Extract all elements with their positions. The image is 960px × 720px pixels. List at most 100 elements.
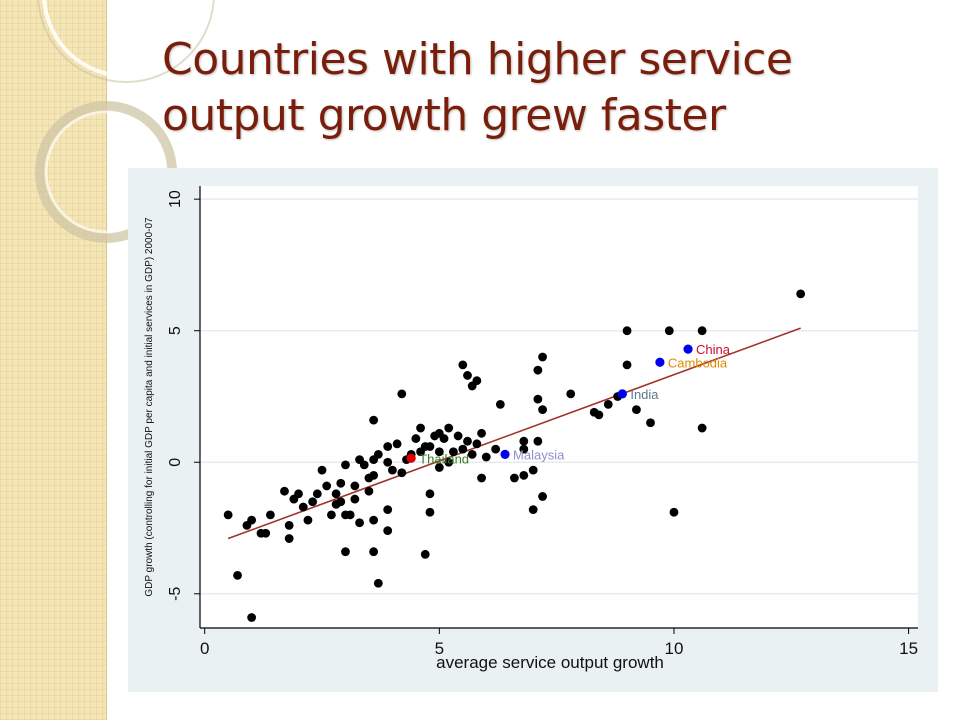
data-point [350,481,360,491]
point-label: India [630,387,659,402]
data-point [383,505,393,515]
plot-area [200,186,918,628]
data-point [223,510,233,520]
y-axis-label: GDP growth (controlling for initial GDP … [144,217,155,597]
data-point [369,515,379,525]
data-point [369,415,379,425]
data-point [383,526,393,536]
data-point [664,326,674,336]
gridlines [200,198,918,595]
data-point [242,520,252,530]
x-tick-label: 5 [435,639,444,658]
data-point [383,457,393,467]
data-point [420,549,430,559]
y-tick-label: -5 [167,587,184,601]
data-point [434,447,444,457]
data-point [350,494,360,504]
data-point [467,381,477,391]
labeled-point-marker [617,389,627,399]
point-label: Malaysia [513,447,565,462]
data-point [533,365,543,375]
labeled-point-marker [683,344,693,354]
data-point [336,497,346,507]
data-point [425,507,435,517]
data-point [538,492,547,501]
data-point [331,489,341,499]
data-point [416,423,425,433]
data-point [303,515,313,525]
data-point [510,473,519,483]
data-point [383,442,393,451]
point-label: Thailand [419,451,469,466]
data-point [284,520,294,530]
labeled-point-marker [655,357,665,367]
data-point [697,326,707,336]
data-point [533,394,543,404]
data-point [298,502,308,512]
data-point [463,436,472,446]
data-point [444,457,454,467]
data-point [247,613,257,622]
data-point [364,473,374,483]
data-point [589,407,599,417]
fit-line [227,327,801,540]
point-label: China [696,342,731,357]
data-point [336,478,346,488]
data-point [697,423,707,433]
data-point [411,434,421,443]
y-tick-label: 5 [167,326,184,335]
data-point [322,481,332,491]
data-point [519,436,529,446]
data-point [425,489,435,499]
data-point [533,436,543,446]
data-point [369,547,379,557]
data-point [341,510,350,520]
data-point [538,405,547,415]
decorative-sidebar [0,0,107,720]
data-point [491,444,501,454]
x-tick-label: 10 [665,639,684,658]
data-point [528,465,538,475]
data-point [289,494,299,504]
data-point [449,447,458,457]
data-point [355,455,364,465]
data-point [392,439,402,449]
data-point [669,507,679,517]
slide-title: Countries with higher service output gro… [162,32,922,144]
labeled-point-marker [406,453,416,463]
data-point [472,439,482,449]
data-point [388,465,397,475]
data-point [280,486,289,496]
data-point [284,534,294,543]
data-point [397,389,407,399]
data-point [364,486,374,496]
data-point [519,471,529,480]
data-points [223,289,806,622]
data-point [566,389,576,399]
data-point [453,431,463,441]
data-point [481,452,491,462]
x-tick-label: 0 [200,639,209,658]
data-point [622,360,632,370]
data-point [233,570,242,580]
data-point [373,578,383,588]
data-point [632,405,641,415]
data-point [326,510,336,520]
data-point [308,497,318,507]
data-point [477,428,486,438]
data-point [430,431,440,441]
data-point [463,371,472,380]
data-point [341,547,350,557]
x-tick-label: 15 [899,639,918,658]
data-point [538,352,547,362]
data-point [312,489,322,499]
data-point [434,463,444,472]
data-point [622,326,632,336]
data-point [444,423,454,433]
data-point [603,399,613,409]
labeled-point-marker [500,449,510,459]
y-tick-label: 0 [167,458,184,467]
point-label: Cambodia [668,355,728,370]
